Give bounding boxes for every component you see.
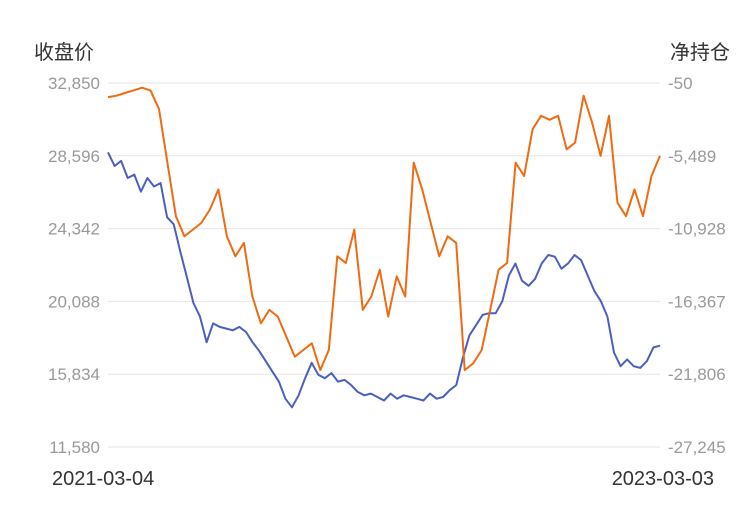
net-position-line (107, 86, 661, 372)
right-tick-label: -50 (668, 74, 693, 93)
left-tick-label: 32,850 (48, 74, 100, 93)
right-tick-label: -16,367 (668, 292, 726, 311)
right-tick-label: -27,245 (668, 438, 726, 457)
right-tick-label: -21,806 (668, 365, 726, 384)
left-axis-title: 收盘价 (34, 42, 94, 64)
closing-price-line (107, 151, 661, 409)
x-axis-start-label: 2021-03-04 (52, 468, 155, 490)
x-axis-end-label: 2023-03-03 (611, 468, 714, 490)
left-tick-label: 28,596 (48, 147, 100, 166)
left-tick-label: 20,088 (48, 292, 100, 311)
left-tick-label: 15,834 (48, 365, 100, 384)
right-tick-label: -5,489 (668, 147, 716, 166)
left-tick-label: 11,580 (49, 438, 100, 457)
right-tick-label: -10,928 (668, 220, 726, 239)
left-tick-label: 24,342 (48, 220, 100, 239)
right-axis-title: 净持仓 (670, 42, 730, 64)
